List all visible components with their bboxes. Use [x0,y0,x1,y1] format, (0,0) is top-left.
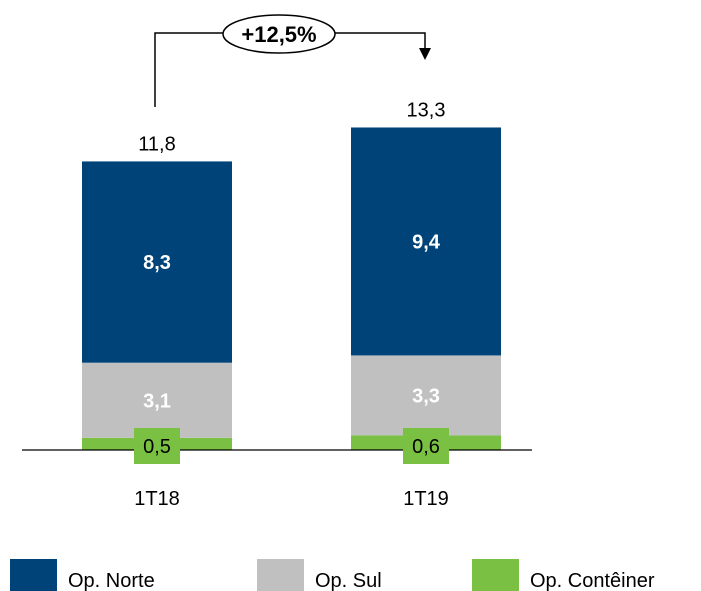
growth-label: +12,5% [241,22,316,47]
bar-segment [82,161,232,363]
growth-ellipse [222,14,336,54]
legend-label: Op. Norte [68,570,155,591]
arrow-down-icon [419,48,431,60]
data-label: 3,3 [412,385,440,407]
legend-label: Op. Sul [315,570,382,591]
growth-annotation: +12,5% [154,14,431,107]
data-label-box [134,428,180,464]
legend-swatch [472,559,519,591]
x-tick-label: 1T19 [403,488,449,510]
data-label: 3,1 [143,390,171,412]
data-label: 0,6 [412,436,440,458]
legend: Op. Norte Op. Sul Op. Contêiner [10,559,655,591]
bars-group [82,127,501,450]
data-label-box [403,428,449,464]
growth-bracket-line [154,32,224,107]
growth-bracket-line-right [334,32,426,50]
bar-segment [351,355,501,436]
x-tick-label: 1T18 [134,488,180,510]
bar-segment [82,362,232,438]
data-label: 8,3 [143,252,171,274]
legend-swatch [257,559,304,591]
data-label: 9,4 [412,231,441,253]
legend-label: Op. Contêiner [530,570,655,591]
data-label: 0,5 [143,436,171,458]
total-label: 11,8 [138,133,175,155]
bar-segment [351,127,501,356]
labels-group: 0,5 3,1 8,3 11,8 1T18 0,6 3,3 9,4 13,3 1T19 [134,99,449,510]
legend-swatch [10,559,57,591]
total-label: 13,3 [407,99,446,121]
